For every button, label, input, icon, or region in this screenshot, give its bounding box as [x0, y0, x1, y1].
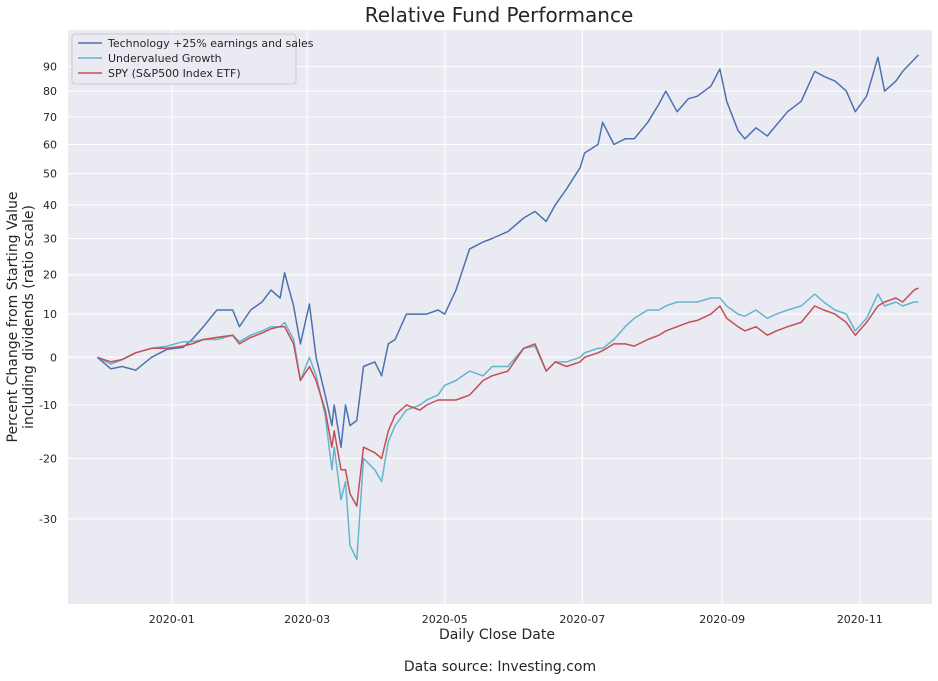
series-lines	[96, 54, 920, 561]
series-line-2	[96, 293, 919, 561]
y-tick-label: -20	[39, 452, 57, 465]
series-line-1	[96, 54, 920, 448]
y-gridlines	[68, 66, 932, 520]
y-tick-label: -10	[39, 399, 57, 412]
y-tick-label: 10	[43, 308, 57, 321]
x-tick-label: 2020-07	[559, 613, 605, 626]
legend: Technology +25% earnings and sales Underv…	[71, 33, 314, 85]
x-tick-labels: 2020-01 2020-03 2020-05 2020-07 2020-09 2020-…	[149, 613, 883, 626]
legend-label: Undervalued Growth	[108, 52, 222, 65]
legend-label: Technology +25% earnings and sales	[107, 37, 314, 50]
y-tick-label: 40	[43, 199, 57, 212]
x-tick-label: 2020-11	[837, 613, 883, 626]
x-axis-label: Daily Close Date	[439, 627, 555, 643]
legend-entries: Technology +25% earnings and sales Underv…	[78, 37, 314, 80]
y-tick-label: 30	[43, 232, 57, 245]
x-tick-label: 2020-01	[149, 613, 195, 626]
y-tick-label: 80	[43, 85, 57, 98]
plot-area	[68, 30, 932, 604]
source-note: Data source: Investing.com	[404, 659, 596, 675]
legend-box	[71, 33, 297, 85]
x-tick-label: 2020-09	[699, 613, 745, 626]
y-tick-label: 70	[43, 111, 57, 124]
y-axis-label-line2: including dividends (ratio scale)	[21, 205, 37, 429]
y-axis-label: Percent Change from Starting Value	[5, 192, 21, 443]
y-tick-labels: -30 -20 -10 0 10 20 30 40 50 60 70 80 90	[39, 61, 57, 526]
y-tick-label: 50	[43, 168, 57, 181]
y-tick-label: 90	[43, 61, 57, 74]
chart-title: Relative Fund Performance	[365, 3, 634, 27]
y-tick-label: 20	[43, 269, 57, 282]
x-tick-label: 2020-05	[422, 613, 468, 626]
series-line-3	[97, 287, 919, 507]
y-tick-label: 0	[50, 351, 57, 364]
y-tick-label: -30	[39, 513, 57, 526]
y-tick-label: 60	[43, 138, 57, 151]
legend-label: SPY (S&P500 Index ETF)	[108, 67, 241, 80]
x-tick-label: 2020-03	[284, 613, 330, 626]
